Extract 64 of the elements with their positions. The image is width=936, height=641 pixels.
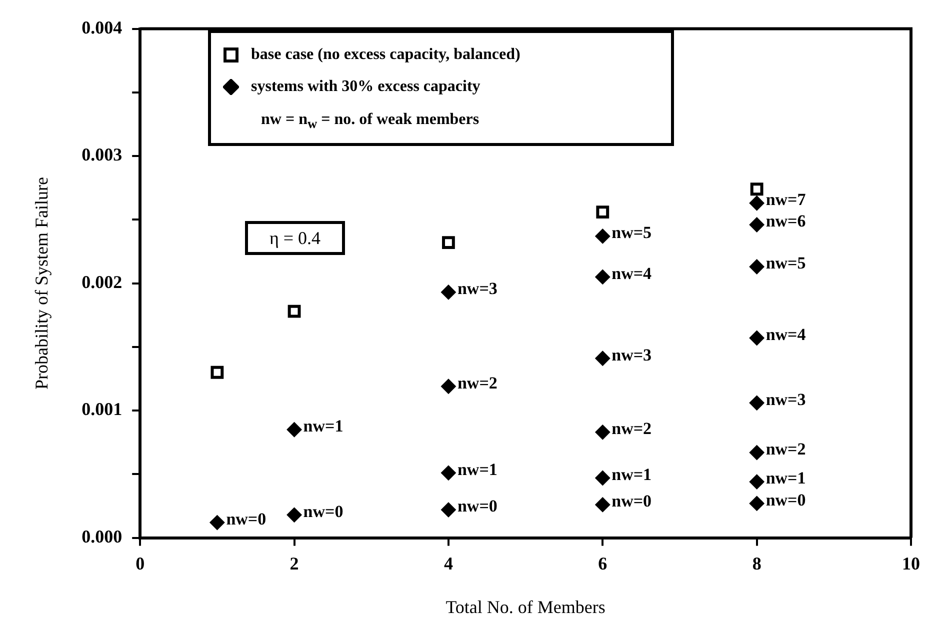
- annotation: nw=4: [612, 264, 652, 283]
- x-tick-label: 0: [136, 553, 145, 574]
- point: [210, 366, 224, 379]
- annotation: nw=5: [766, 254, 806, 273]
- annotation: nw=1: [457, 460, 498, 479]
- annotation: nw=2: [766, 439, 806, 458]
- x-tick-label: 2: [290, 553, 299, 574]
- point: [595, 497, 610, 512]
- point: [595, 350, 610, 366]
- point: [749, 496, 764, 511]
- point: [749, 330, 764, 346]
- point: [286, 422, 302, 438]
- annotation: nw=2: [612, 419, 652, 438]
- point: [440, 502, 456, 518]
- annotation: nw=0: [303, 502, 344, 521]
- legend-label: base case (no excess capacity, balanced): [251, 46, 520, 64]
- x-tick-label: 6: [598, 553, 608, 574]
- annotation: nw=1: [612, 464, 652, 484]
- point: [596, 206, 610, 218]
- point: [210, 515, 225, 530]
- point: [442, 236, 455, 250]
- annotation: nw=3: [612, 345, 652, 364]
- point: [749, 196, 764, 211]
- y-tick-label: 0.002: [82, 272, 122, 292]
- x-axis-title: Total No. of Members: [446, 596, 606, 617]
- annotation: nw=0: [766, 490, 806, 510]
- annotation: nw=2: [457, 373, 498, 392]
- point: [440, 465, 456, 480]
- point: [749, 395, 764, 410]
- y-tick-label: 0.001: [82, 399, 122, 420]
- point: [750, 182, 764, 196]
- y-tick-label: 0.004: [82, 17, 122, 38]
- annotation: nw=6: [766, 212, 806, 231]
- annotation: nw=7: [766, 190, 806, 210]
- annotation: nw=1: [766, 468, 806, 488]
- x-tick-label: 10: [902, 553, 920, 574]
- annotation: η = 0.4: [245, 221, 345, 255]
- point: [749, 259, 764, 274]
- point: [595, 269, 610, 284]
- x-tick-label: 8: [752, 553, 762, 574]
- y-axis-title: Probability of System Failure: [32, 177, 52, 390]
- y-tick-label: 0.000: [82, 526, 122, 546]
- point: [288, 304, 301, 318]
- y-tick-label: 0.003: [82, 144, 122, 165]
- legend-label: systems with 30% excess capacity: [251, 78, 480, 96]
- annotation: nw=0: [457, 496, 498, 516]
- annotation: nw=4: [766, 324, 806, 344]
- point: [286, 507, 302, 522]
- annotation: nw=3: [766, 390, 806, 409]
- annotation: nw=1: [303, 416, 344, 436]
- point: [595, 424, 610, 440]
- annotation: nw=0: [226, 509, 266, 528]
- annotation: nw=5: [612, 223, 652, 242]
- point: [749, 217, 764, 232]
- annotation: nw = n$_{w}$ = no. of weak members: [260, 110, 480, 134]
- point: [595, 470, 610, 486]
- annotation: nw=3: [457, 279, 498, 298]
- x-tick-label: 4: [444, 553, 453, 574]
- annotation: nw=0: [612, 492, 652, 511]
- point: [749, 474, 764, 490]
- point: [440, 284, 456, 300]
- point: [749, 445, 764, 460]
- point: [440, 378, 456, 394]
- point: [595, 228, 610, 244]
